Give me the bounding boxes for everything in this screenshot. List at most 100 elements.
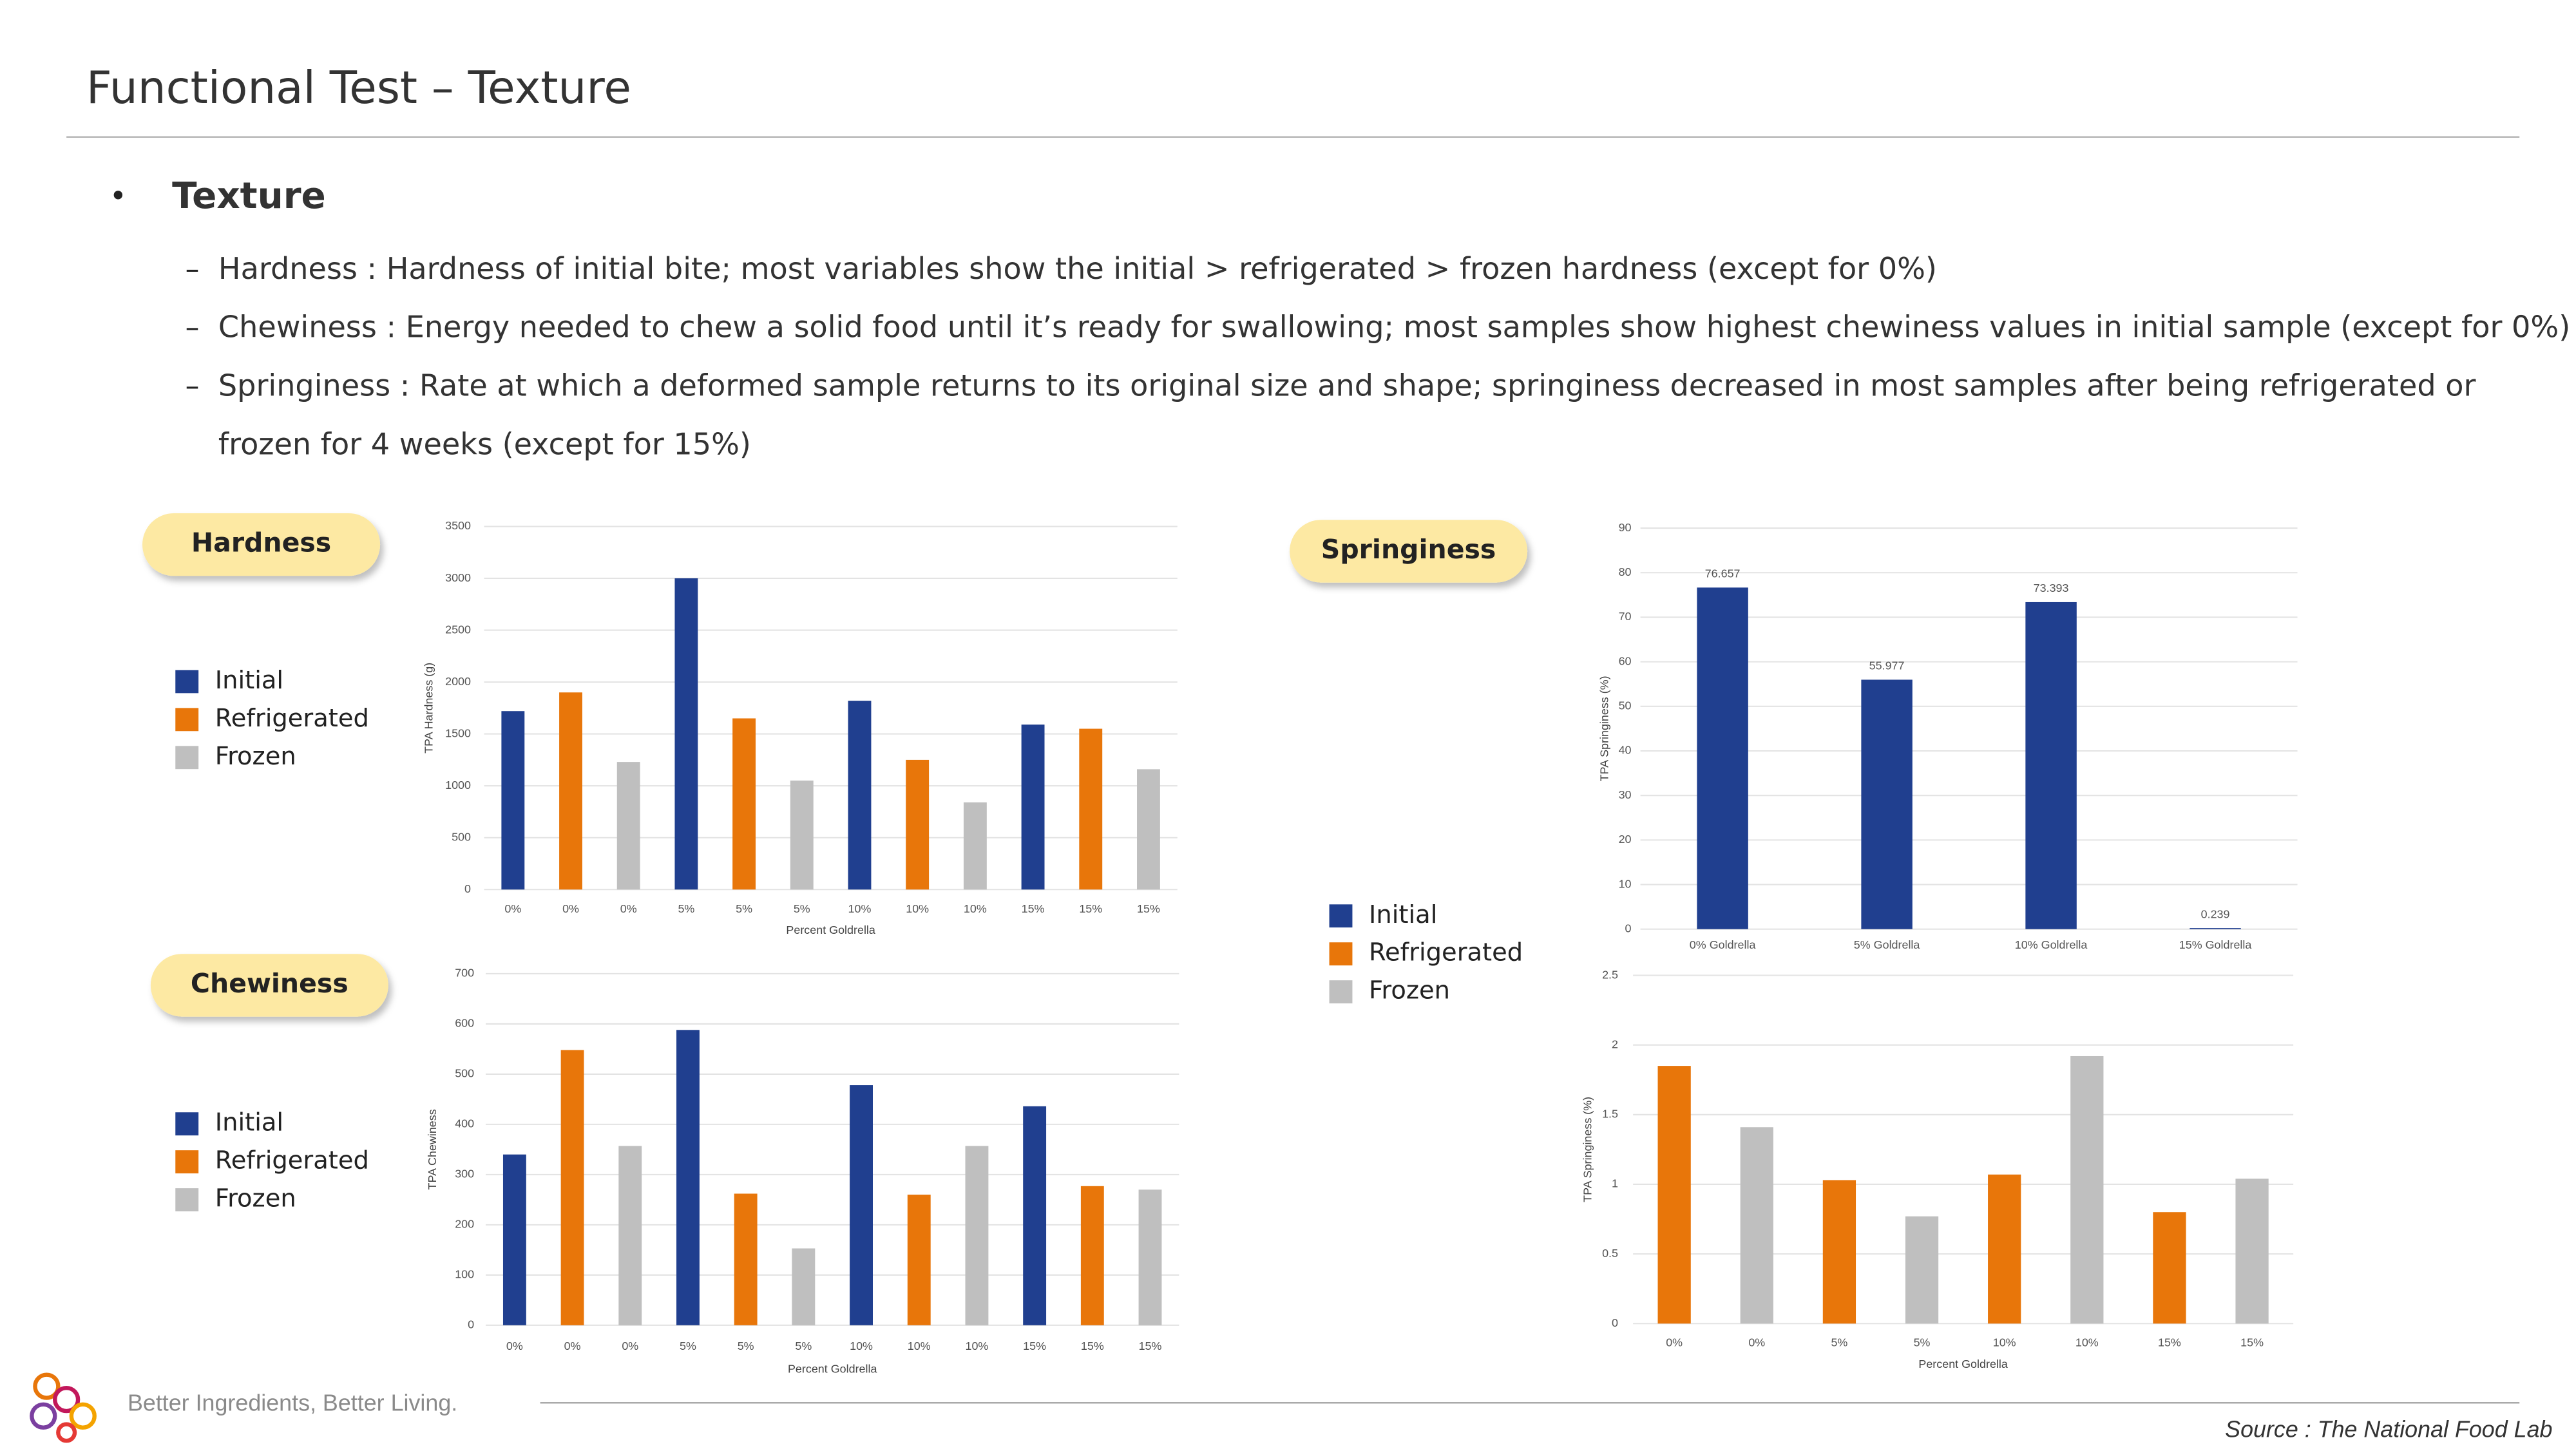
bar [1697,587,1748,929]
x-tick-label: 0% [620,902,637,915]
logo [30,1372,97,1443]
y-axis-title: TPA Springiness (%) [1598,676,1610,781]
bar [1021,724,1045,890]
bullet-text: frozen for 4 weeks (except for 15%) [218,427,751,462]
bar [732,718,756,890]
slide-title: Functional Test – Texture [86,62,631,114]
bar [501,711,525,890]
bullet-list: – Hardness : Hardness of initial bite; mo… [186,251,2571,462]
x-tick-label: 0% [504,902,521,915]
bar [1988,1174,2021,1324]
x-axis-title: Percent Goldrella [786,923,875,936]
bar [674,578,698,890]
y-tick-label: 300 [455,1168,474,1180]
x-axis-title: Percent Goldrella [788,1363,877,1376]
bar [2070,1056,2104,1324]
data-label: 55.977 [1869,659,1905,672]
y-tick-label: 2000 [445,675,471,688]
y-tick-label: 0 [468,1318,474,1331]
y-tick-label: 100 [455,1268,474,1281]
x-tick-label: 10% [1993,1336,2016,1349]
bar [790,781,814,890]
x-tick-label: 15% [1022,902,1045,915]
bar [734,1193,758,1325]
chart-title: Hardness [191,527,331,558]
bar [1079,728,1103,890]
y-tick-label: 1000 [445,779,471,791]
x-tick-label: 15% [1139,1340,1162,1352]
y-tick-label: 3000 [445,571,471,584]
chart-title: Springiness [1321,534,1496,565]
bar [965,1146,989,1325]
legend-label: Initial [215,1108,283,1137]
legend-swatch [175,746,199,770]
y-tick-label: 700 [455,967,474,980]
tagline: Better Ingredients, Better Living. [128,1390,457,1416]
y-tick-label: 500 [455,1067,474,1080]
y-tick-label: 90 [1619,521,1632,534]
y-tick-label: 200 [455,1218,474,1231]
y-tick-label: 0 [464,882,471,895]
bar [2235,1179,2269,1324]
legend-label: Refrigerated [215,704,369,733]
data-label: 0.239 [2201,907,2230,920]
y-tick-label: 60 [1619,654,1632,667]
legend-swatch [1329,942,1353,966]
chart-title: Chewiness [191,968,348,999]
source: Source : The National Food Lab [2225,1416,2552,1442]
legend-swatch [175,1188,199,1211]
y-tick-label: 20 [1619,833,1632,846]
y-tick-label: 0.5 [1602,1247,1618,1260]
legend-label: Refrigerated [215,1146,369,1175]
x-tick-label: 0% [622,1340,638,1352]
legend-label: Frozen [215,1184,296,1213]
x-tick-label: 5% [1831,1336,1847,1349]
x-tick-label: 0% [1666,1336,1683,1349]
x-tick-label: 5% [1914,1336,1931,1349]
bar [1861,679,1913,929]
x-tick-label: 10% Goldrella [2015,938,2088,951]
x-tick-label: 10% [906,902,929,915]
bar [906,759,930,890]
bar [2153,1212,2186,1324]
bar [963,802,987,890]
data-label: 73.393 [2034,582,2069,594]
bar [1138,1189,1162,1325]
dash: – [186,312,200,344]
x-tick-label: 15% [2240,1336,2264,1349]
bar [616,762,640,890]
x-tick-label: 10% [850,1340,873,1352]
x-tick-label: 0% [562,902,579,915]
x-tick-label: 10% [964,902,987,915]
y-tick-label: 1 [1612,1177,1618,1190]
bar [676,1030,700,1325]
bar [1137,769,1160,890]
bar [850,1085,873,1325]
y-tick-label: 2.5 [1602,968,1618,981]
y-tick-label: 400 [455,1117,474,1130]
x-tick-label: 10% [848,902,872,915]
x-tick-label: 0% [1748,1336,1765,1349]
section-title: Texture [172,175,326,217]
y-tick-label: 2 [1612,1037,1618,1050]
y-tick-label: 70 [1619,610,1632,623]
bar [1740,1127,1773,1324]
bar [907,1195,931,1325]
x-tick-label: 10% [2075,1336,2099,1349]
x-axis-title: Percent Goldrella [1918,1358,2007,1370]
y-tick-label: 50 [1619,699,1632,712]
y-tick-label: 0 [1612,1316,1618,1329]
y-tick-label: 2500 [445,623,471,636]
bar [2025,601,2077,929]
legend-label: Initial [1369,900,1437,929]
legend-swatch [1329,904,1353,928]
y-tick-label: 500 [452,830,471,843]
dash: – [186,253,200,285]
x-tick-label: 15% [1081,1340,1104,1352]
x-tick-label: 0% Goldrella [1690,938,1756,951]
x-tick-label: 5% [678,902,694,915]
legend-label: Refrigerated [1369,938,1523,967]
y-tick-label: 600 [455,1017,474,1030]
bar [2190,928,2241,929]
data-label: 76.657 [1705,567,1741,580]
